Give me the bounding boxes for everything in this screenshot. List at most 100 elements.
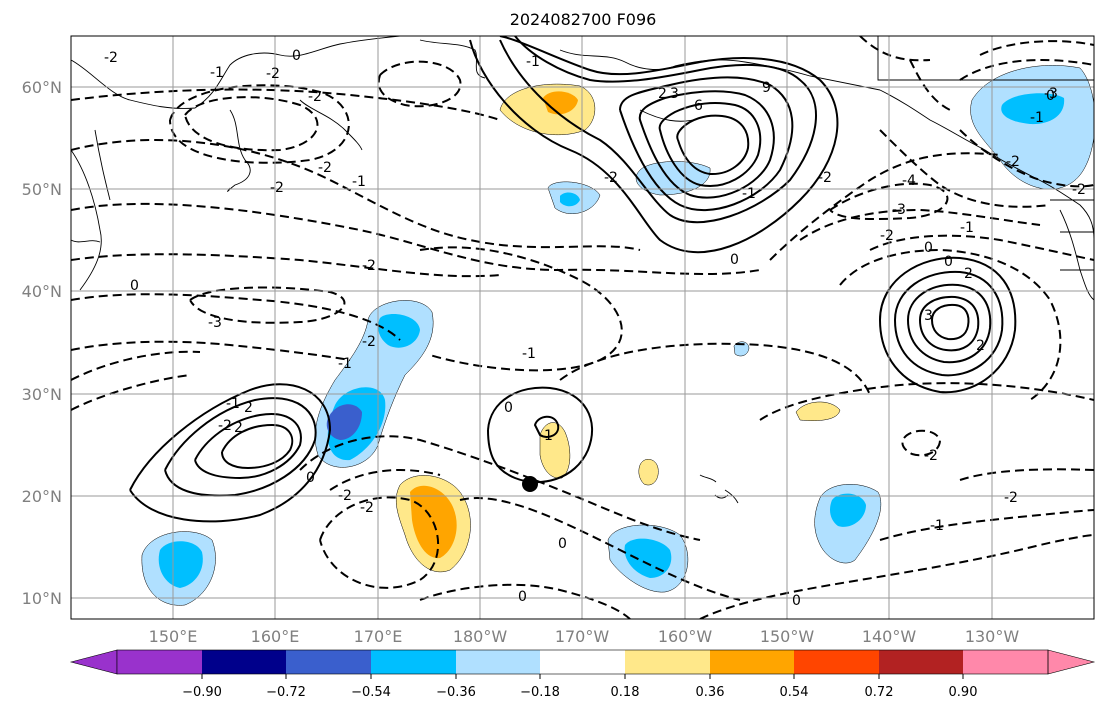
contour-label: 0 bbox=[504, 400, 513, 416]
colorbar-tick-label: 0.54 bbox=[780, 685, 809, 700]
lon-label-160e: 160°E bbox=[251, 627, 300, 646]
contour-label: 2 bbox=[658, 86, 667, 102]
contour-label: -2 bbox=[1006, 154, 1020, 170]
colorbar-ticks bbox=[201, 674, 964, 679]
colorbar-tick-label: 0.90 bbox=[949, 685, 978, 700]
lon-label-170e: 170°E bbox=[354, 627, 403, 646]
contour-label: -2 bbox=[880, 228, 894, 244]
contour-label: 0 bbox=[130, 278, 139, 294]
contour-labels: -2 -2 0 -1 -2 -2 0 -1 -2 -2 -3 -2 -1 -2 … bbox=[104, 48, 1086, 609]
lat-label-30n: 30°N bbox=[22, 385, 62, 404]
negative-anomaly-core bbox=[378, 314, 420, 348]
latitude-labels: 60°N 50°N 40°N 30°N 20°N 10°N bbox=[22, 78, 62, 608]
colorbar-bin bbox=[710, 650, 794, 674]
lon-label-170w: 170°W bbox=[555, 627, 610, 646]
colorbar-tick-label: 0.72 bbox=[865, 685, 894, 700]
lat-label-50n: 50°N bbox=[22, 180, 62, 199]
negative-anomaly-core bbox=[560, 192, 580, 207]
contour-label: -2 bbox=[266, 66, 280, 82]
contour-label: -2 bbox=[270, 180, 284, 196]
figure-title: 2024082700 F096 bbox=[510, 10, 657, 29]
contour-label: -1 bbox=[1030, 110, 1044, 126]
negative-anomaly-area bbox=[733, 341, 750, 357]
lon-label-130w: 130°W bbox=[965, 627, 1020, 646]
colorbar-bin bbox=[202, 650, 286, 674]
colorbar: −0.90 −0.72 −0.54 −0.36 −0.18 0.18 0.36 … bbox=[69, 649, 1096, 700]
shading-layer bbox=[141, 65, 1094, 606]
lon-label-160w: 160°W bbox=[658, 627, 713, 646]
contour-label: -2 bbox=[604, 170, 618, 186]
colorbar-tick-label: −0.90 bbox=[182, 685, 222, 700]
contour-label: -2 bbox=[338, 488, 352, 504]
colorbar-tick-label: −0.72 bbox=[266, 685, 306, 700]
contour-label: -2 bbox=[362, 258, 376, 274]
contour-label: 0 bbox=[306, 470, 315, 486]
colorbar-bin bbox=[117, 650, 202, 674]
contour-label: 1 bbox=[544, 428, 553, 444]
map-plot: -2 -2 0 -1 -2 -2 0 -1 -2 -2 -3 -2 -1 -2 … bbox=[22, 35, 1095, 646]
lon-label-140w: 140°W bbox=[862, 627, 917, 646]
negative-anomaly-core bbox=[158, 541, 203, 588]
colorbar-bin bbox=[540, 650, 625, 674]
lat-label-10n: 10°N bbox=[22, 589, 62, 608]
contour-label: -1 bbox=[526, 54, 540, 70]
colorbar-bin bbox=[879, 650, 963, 674]
colorbar-tick-label: −0.54 bbox=[351, 685, 391, 700]
contour-label: 3 bbox=[924, 308, 933, 324]
colorbar-bin bbox=[456, 650, 540, 674]
contour-label: -2 bbox=[362, 334, 376, 350]
longitude-labels: 150°E 160°E 170°E 180°W 170°W 160°W 150°… bbox=[149, 627, 1020, 646]
colorbar-tick-labels: −0.90 −0.72 −0.54 −0.36 −0.18 0.18 0.36 … bbox=[182, 685, 977, 700]
contour-label: -1 bbox=[960, 220, 974, 236]
contour-label: 9 bbox=[762, 80, 771, 96]
colorbar-bin bbox=[963, 650, 1048, 674]
contour-label: 0 bbox=[518, 589, 527, 605]
negative-anomaly-core bbox=[624, 538, 672, 578]
contour-label: -3 bbox=[1044, 86, 1058, 102]
contour-label: -1 bbox=[522, 346, 536, 362]
contour-label: -2 bbox=[218, 418, 232, 434]
contour-label: -4 bbox=[902, 173, 916, 189]
negative-contours bbox=[71, 36, 1094, 619]
graticule bbox=[71, 36, 1094, 619]
colorbar-bin bbox=[625, 650, 710, 674]
contour-label: -1 bbox=[226, 396, 240, 412]
contour-label: -2 bbox=[818, 170, 832, 186]
negative-anomaly-core bbox=[1001, 93, 1065, 125]
colorbar-extend-min bbox=[69, 649, 118, 675]
lon-label-150w: 150°W bbox=[760, 627, 815, 646]
colorbar-bin bbox=[371, 650, 456, 674]
contour-label: -2 bbox=[924, 448, 938, 464]
contour-label: -1 bbox=[210, 65, 224, 81]
contour-label: 2 bbox=[964, 266, 973, 282]
lat-label-20n: 20°N bbox=[22, 487, 62, 506]
contour-label: -2 bbox=[318, 160, 332, 176]
colorbar-tick-label: −0.18 bbox=[520, 685, 560, 700]
lon-label-150e: 150°E bbox=[149, 627, 198, 646]
contour-label: 0 bbox=[558, 536, 567, 552]
colorbar-bin bbox=[286, 650, 371, 674]
contour-label: 0 bbox=[792, 593, 801, 609]
negative-anomaly-core bbox=[326, 404, 362, 440]
contour-label: 6 bbox=[694, 98, 703, 114]
contour-label: -2 bbox=[1004, 490, 1018, 506]
contour-label: -1 bbox=[930, 518, 944, 534]
lat-label-60n: 60°N bbox=[22, 78, 62, 97]
contour-label: 0 bbox=[730, 252, 739, 268]
contour-label: 0 bbox=[944, 254, 953, 270]
contour-label: 2 bbox=[234, 420, 243, 436]
contour-label: 0 bbox=[1046, 88, 1055, 104]
contour-label: -1 bbox=[338, 356, 352, 372]
negative-anomaly-area bbox=[970, 65, 1094, 190]
contour-label: -2 bbox=[104, 50, 118, 66]
lon-label-180w: 180°W bbox=[453, 627, 508, 646]
positive-anomaly-area bbox=[795, 401, 841, 421]
plot-frame bbox=[70, 35, 1095, 620]
contour-label: 0 bbox=[292, 48, 301, 64]
colorbar-frame bbox=[116, 649, 1049, 675]
negative-anomaly-core bbox=[830, 493, 866, 527]
contour-label: 3 bbox=[670, 86, 679, 102]
positive-anomaly-area bbox=[638, 459, 659, 486]
contour-label: -2 bbox=[308, 89, 322, 105]
